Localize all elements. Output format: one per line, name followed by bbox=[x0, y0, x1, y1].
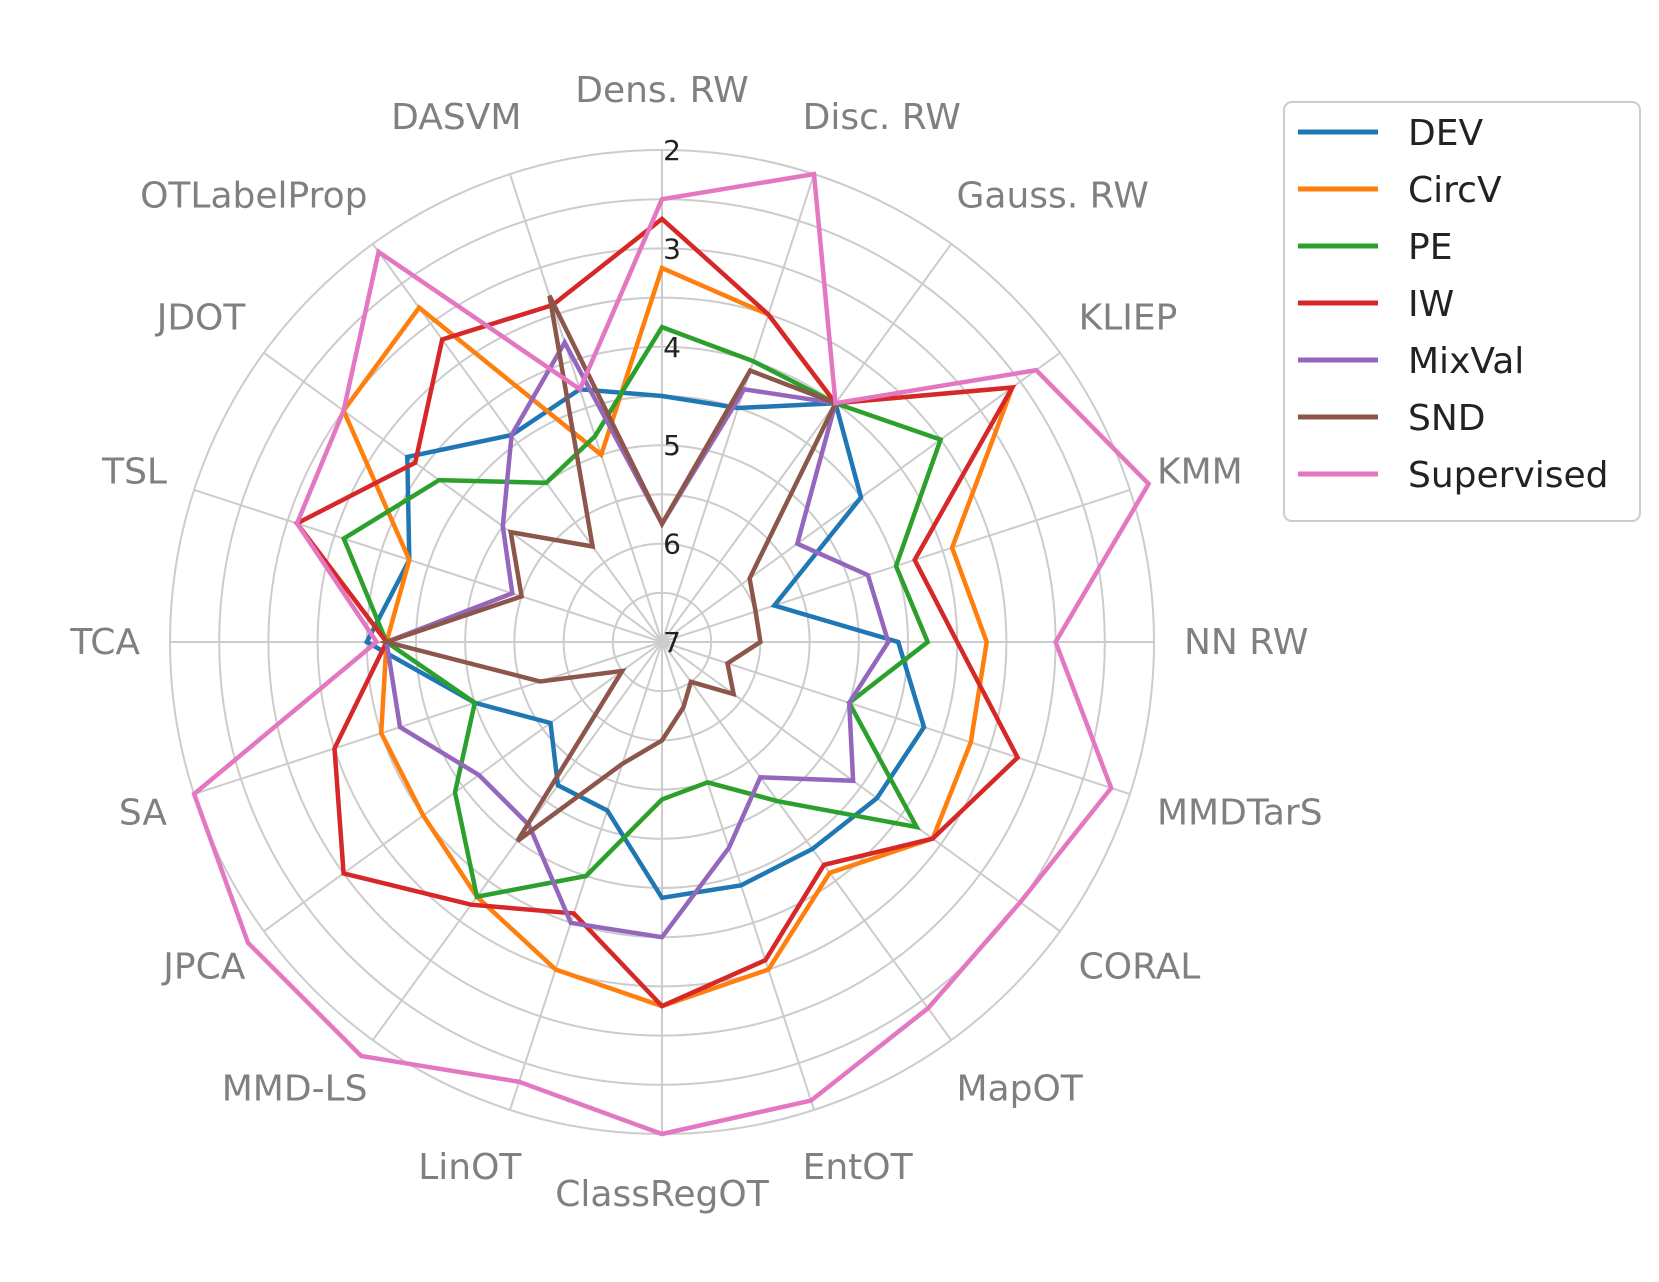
legend-label: IW bbox=[1408, 284, 1454, 325]
radial-tick-label: 7 bbox=[663, 626, 681, 659]
grid-spoke bbox=[263, 352, 663, 643]
radar-series bbox=[191, 171, 1152, 1137]
radial-tick-label: 6 bbox=[663, 528, 681, 561]
grid-spoke bbox=[263, 641, 663, 932]
axis-label: Dens. RW bbox=[575, 70, 748, 111]
axis-label: MapOT bbox=[957, 1069, 1084, 1110]
grid-spoke bbox=[661, 641, 1061, 932]
grid-spoke bbox=[509, 173, 663, 643]
axis-label: DASVM bbox=[391, 97, 521, 138]
axis-label: NN RW bbox=[1184, 622, 1308, 663]
axis-label: CORAL bbox=[1079, 947, 1201, 988]
series-line-supervised bbox=[191, 171, 1152, 1137]
legend-label: MixVal bbox=[1408, 341, 1524, 382]
series-line-pe bbox=[340, 324, 944, 900]
grid-spoke bbox=[193, 489, 663, 643]
radial-tick-labels: 7 6 5 4 3 2 bbox=[663, 134, 681, 659]
series-line-mixval bbox=[383, 337, 891, 940]
grid-spoke bbox=[661, 243, 952, 643]
legend-label: CircV bbox=[1408, 170, 1502, 211]
axis-label: OTLabelProp bbox=[140, 175, 367, 216]
axis-label: Disc. RW bbox=[803, 97, 961, 138]
axis-label: ClassRegOT bbox=[555, 1174, 769, 1215]
axis-labels: Dens. RW Disc. RW Gauss. RW KLIEP KMM NN RW MM… bbox=[69, 70, 1322, 1215]
radial-tick-label: 4 bbox=[663, 331, 681, 364]
legend-label: DEV bbox=[1408, 113, 1483, 154]
grid-spoke bbox=[661, 641, 952, 1041]
grid-spoke bbox=[193, 641, 663, 795]
axis-label: TCA bbox=[69, 622, 140, 663]
series-line-dev bbox=[363, 386, 927, 901]
axis-label: KLIEP bbox=[1079, 298, 1178, 339]
axis-label: MMDTarS bbox=[1157, 793, 1323, 834]
series-line-iw bbox=[293, 215, 1021, 1009]
axis-label: EntOT bbox=[803, 1147, 914, 1188]
axis-label: TSL bbox=[101, 451, 167, 492]
grid-spoke bbox=[661, 641, 1131, 795]
series-line-snd bbox=[378, 294, 839, 843]
legend-label: PE bbox=[1408, 227, 1452, 268]
legend-label: SND bbox=[1408, 398, 1486, 439]
axis-label: MMD-LS bbox=[222, 1069, 368, 1110]
axis-label: JDOT bbox=[155, 298, 247, 339]
legend-label: Supervised bbox=[1408, 455, 1609, 496]
legend: DEV CircV PE IW MixVal SND Supervised bbox=[1283, 101, 1641, 522]
radial-tick-label: 2 bbox=[663, 134, 681, 167]
axis-label: SA bbox=[119, 793, 168, 834]
axis-label: Gauss. RW bbox=[957, 175, 1149, 216]
grid-spoke bbox=[661, 641, 815, 1111]
radial-tick-label: 5 bbox=[663, 429, 681, 462]
axis-label: KMM bbox=[1157, 451, 1243, 492]
axis-label: LinOT bbox=[418, 1147, 522, 1188]
axis-label: JPCA bbox=[161, 947, 245, 988]
radar-grid bbox=[169, 149, 1155, 1135]
radial-tick-label: 3 bbox=[663, 232, 681, 265]
